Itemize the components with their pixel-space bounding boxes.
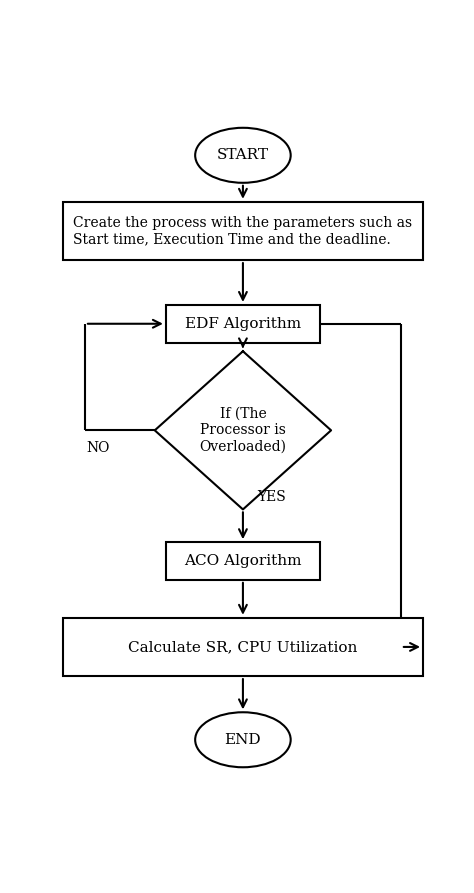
- Bar: [63, 618, 423, 676]
- Ellipse shape: [195, 128, 291, 183]
- Polygon shape: [155, 351, 331, 509]
- Text: Calculate SR, CPU Utilization: Calculate SR, CPU Utilization: [128, 640, 357, 654]
- Bar: [63, 202, 423, 260]
- Text: END: END: [225, 733, 261, 747]
- Bar: [166, 542, 320, 580]
- Text: YES: YES: [258, 490, 286, 504]
- Text: If (The
Processor is
Overloaded): If (The Processor is Overloaded): [200, 407, 286, 454]
- Bar: [166, 305, 320, 343]
- Text: START: START: [217, 148, 269, 163]
- Ellipse shape: [195, 713, 291, 767]
- Text: ACO Algorithm: ACO Algorithm: [184, 554, 301, 568]
- Text: Create the process with the parameters such as
Start time, Execution Time and th: Create the process with the parameters s…: [73, 216, 412, 246]
- Text: NO: NO: [87, 440, 110, 455]
- Text: EDF Algorithm: EDF Algorithm: [185, 317, 301, 330]
